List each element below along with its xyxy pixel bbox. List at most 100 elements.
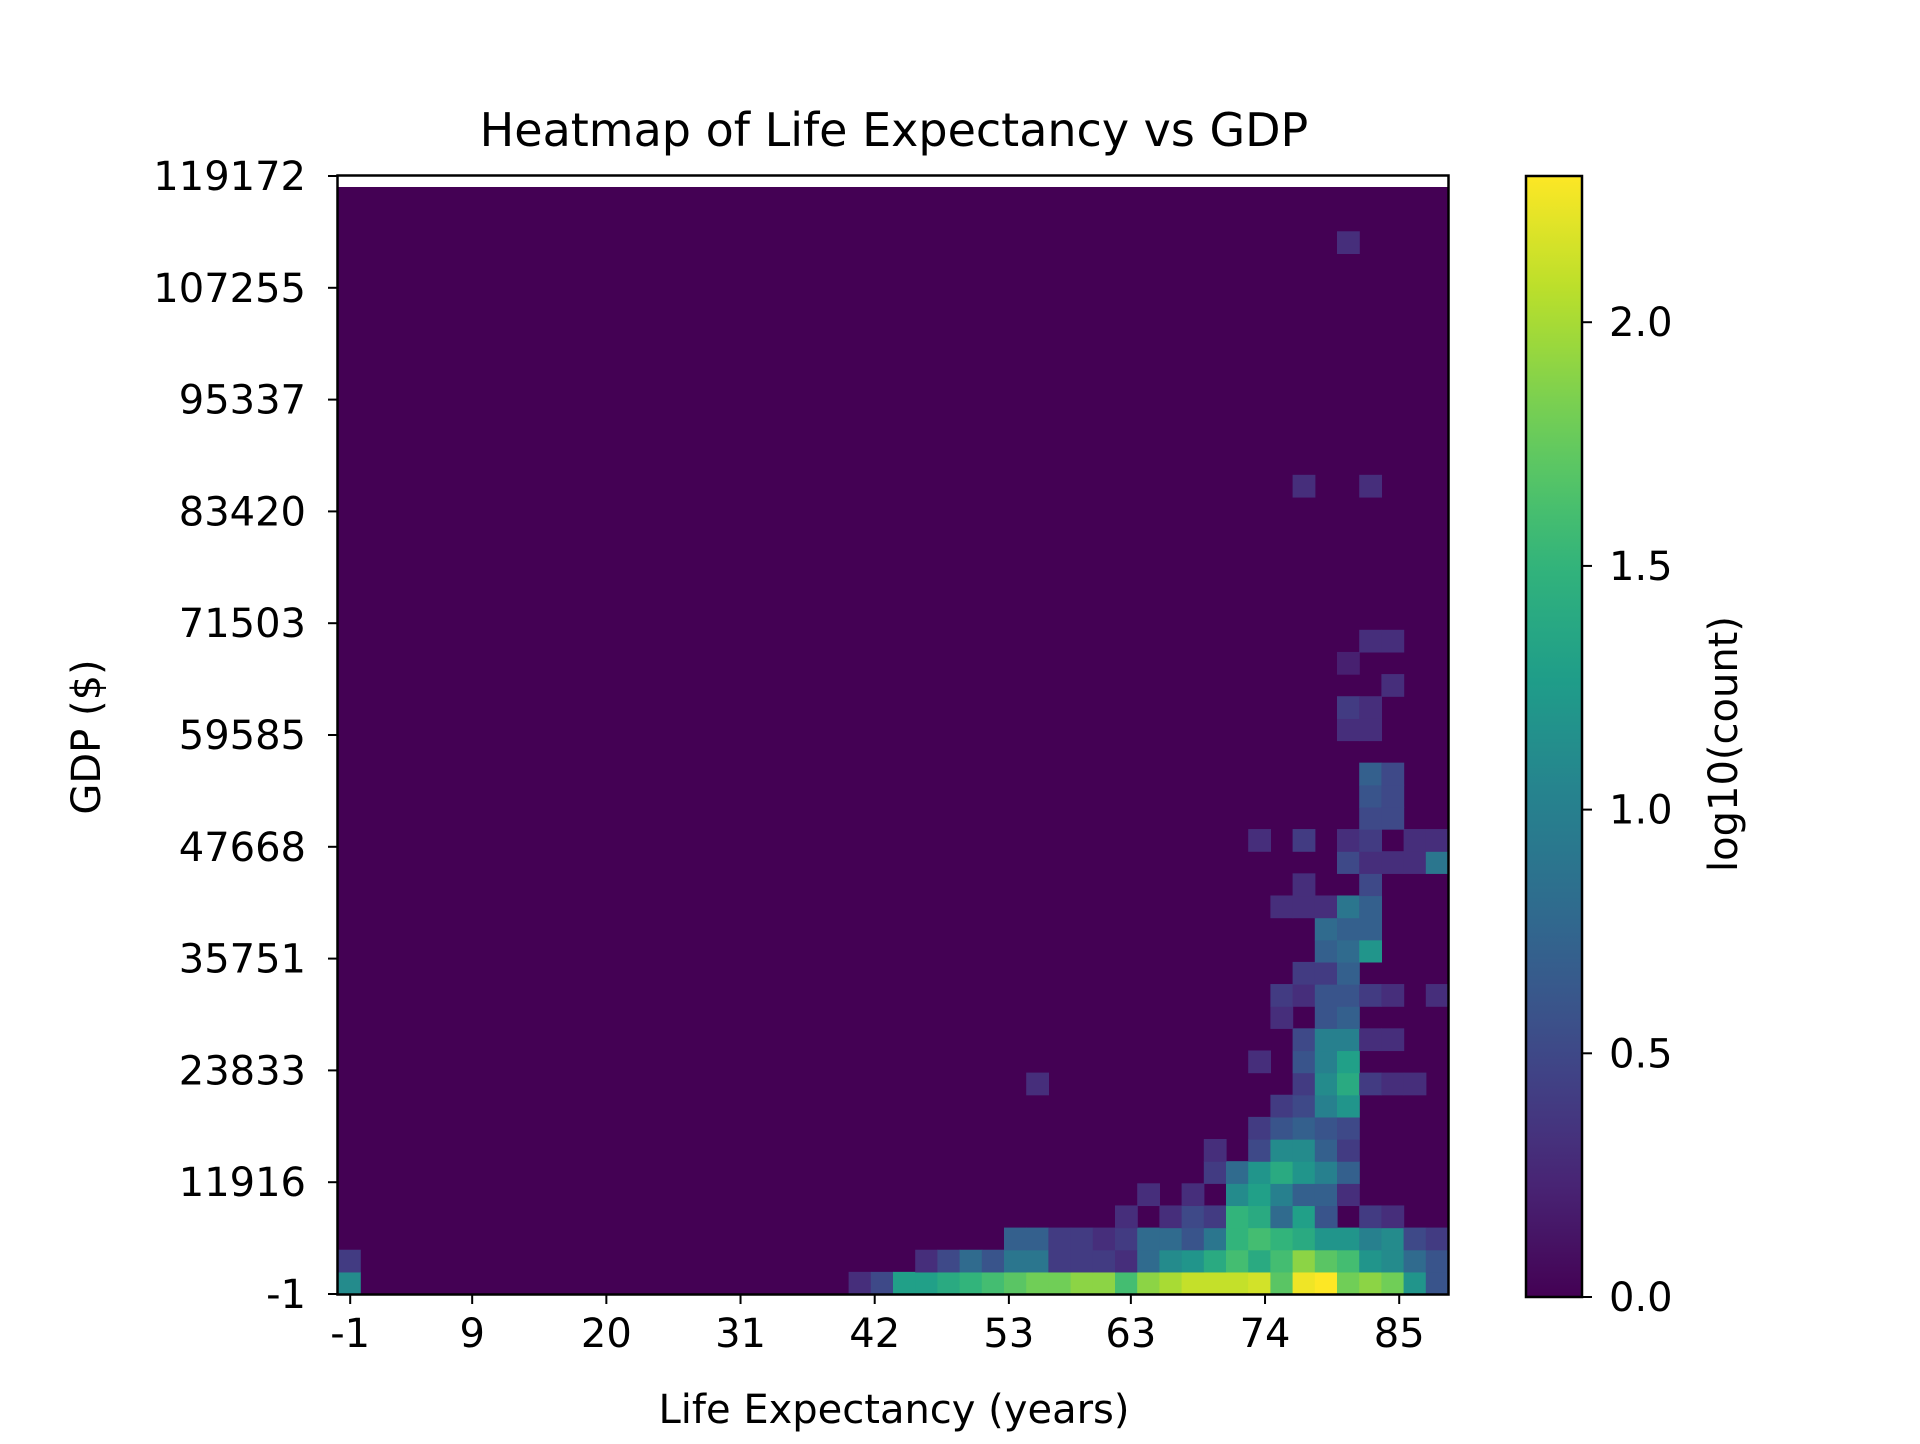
heatmap-cell xyxy=(1292,961,1316,985)
heatmap-cell xyxy=(1337,939,1360,963)
heatmap-cell xyxy=(1048,1249,1072,1273)
heatmap-cell xyxy=(1203,1227,1227,1251)
heatmap-cell xyxy=(338,1271,361,1295)
heatmap-cell xyxy=(937,1249,961,1273)
heatmap-cell xyxy=(937,1271,961,1295)
y-tick-label: 11916 xyxy=(179,1160,306,1206)
heatmap-cell xyxy=(1292,1094,1316,1118)
heatmap-cell xyxy=(1337,1028,1360,1052)
heatmap-cell xyxy=(1270,1271,1294,1295)
heatmap-cell xyxy=(1270,1205,1294,1229)
heatmap-cell xyxy=(1337,1072,1360,1096)
heatmap-cell xyxy=(1226,1205,1249,1229)
heatmap-cell xyxy=(1359,939,1382,963)
heatmap-cell xyxy=(1337,1050,1360,1074)
x-tick-label: -1 xyxy=(330,1311,370,1357)
heatmap-cell xyxy=(1048,1271,1072,1295)
heatmap-cell xyxy=(1337,1249,1360,1273)
heatmap-cell xyxy=(1226,1183,1249,1207)
heatmap-cell xyxy=(1292,1227,1316,1251)
heatmap-cell xyxy=(1403,1249,1427,1273)
heatmap-cell xyxy=(1314,1139,1338,1162)
heatmap-cell xyxy=(1337,231,1360,255)
heatmap-cell xyxy=(1004,1249,1027,1273)
heatmap-cell xyxy=(1337,851,1360,874)
heatmap-cell xyxy=(1359,1205,1382,1229)
heatmap-cell xyxy=(848,1271,872,1295)
x-axis-label: Life Expectancy (years) xyxy=(659,1387,1130,1433)
heatmap-cell xyxy=(1359,829,1382,852)
heatmap-cell xyxy=(1181,1205,1205,1229)
heatmap-cell xyxy=(1181,1183,1205,1207)
x-tick-label: 53 xyxy=(983,1311,1034,1357)
heatmap-cell xyxy=(1337,984,1360,1007)
heatmap-cell xyxy=(1359,1072,1382,1096)
heatmap-cell xyxy=(1070,1271,1094,1295)
heatmap-cell xyxy=(1270,1094,1294,1118)
heatmap-cell xyxy=(1381,1028,1405,1052)
heatmap-cell xyxy=(1292,1139,1316,1162)
heatmap-cell xyxy=(1292,1161,1316,1184)
heatmap-cell xyxy=(1248,1271,1271,1295)
heatmap-cell xyxy=(1314,1227,1338,1251)
y-axis-ticks: 119172 107255 95337 83420 71503 59585 47668 357… xyxy=(153,154,338,1318)
heatmap-cell xyxy=(1337,1006,1360,1029)
x-tick-label: 9 xyxy=(459,1311,484,1357)
x-tick-label: 20 xyxy=(581,1311,632,1357)
colorbar-tick-label: 1.0 xyxy=(1609,788,1673,834)
heatmap-cell xyxy=(1181,1271,1205,1295)
heatmap-cell xyxy=(1337,718,1360,742)
heatmap-cell xyxy=(1270,1249,1294,1273)
heatmap-cell xyxy=(1115,1205,1138,1229)
y-axis-label: GDP ($) xyxy=(64,659,110,814)
heatmap-cell xyxy=(1425,851,1449,874)
x-tick-label: 31 xyxy=(715,1311,766,1357)
heatmap-cell xyxy=(1292,1183,1316,1207)
heatmap-cell xyxy=(1115,1271,1138,1295)
heatmap-cell xyxy=(1248,1183,1271,1207)
heatmap-cell xyxy=(1314,895,1338,919)
heatmap-cell xyxy=(1337,1161,1360,1184)
heatmap-cell xyxy=(1337,961,1360,985)
heatmap-cell xyxy=(1026,1072,1049,1096)
heatmap-cell xyxy=(1337,829,1360,852)
heatmap-cells xyxy=(338,186,1449,1295)
heatmap-cell xyxy=(1403,1072,1427,1096)
heatmap-cell xyxy=(1381,1205,1405,1229)
x-tick-label: 63 xyxy=(1105,1311,1156,1357)
heatmap-cell xyxy=(1248,1205,1271,1229)
heatmap-cell xyxy=(1314,1006,1338,1029)
heatmap-cell xyxy=(1425,1249,1449,1273)
heatmap-cell xyxy=(1137,1227,1160,1251)
heatmap-cell xyxy=(1203,1205,1227,1229)
heatmap-cell xyxy=(1314,917,1338,941)
heatmap-cell xyxy=(1314,1050,1338,1074)
heatmap-cell xyxy=(1115,1227,1138,1251)
heatmap-cell xyxy=(1425,1227,1449,1251)
heatmap-cell xyxy=(981,1271,1005,1295)
x-tick-label: 85 xyxy=(1374,1311,1425,1357)
heatmap-cell xyxy=(1381,674,1405,697)
heatmap-cell xyxy=(893,1271,916,1295)
heatmap-cell xyxy=(1359,917,1382,941)
heatmap-cell xyxy=(1403,829,1427,852)
heatmap-cell xyxy=(1248,829,1271,852)
colorbar-tick-label: 0.5 xyxy=(1609,1031,1673,1077)
colorbar-label: log10(count) xyxy=(1701,616,1747,872)
chart-title: Heatmap of Life Expectancy vs GDP xyxy=(480,103,1309,157)
colorbar-tick-label: 0.0 xyxy=(1609,1275,1673,1321)
heatmap-cell xyxy=(1314,961,1338,985)
heatmap-cell xyxy=(1292,829,1316,852)
heatmap-cell xyxy=(1292,873,1316,897)
heatmap-cell xyxy=(1381,629,1405,653)
colorbar-gradient xyxy=(1524,174,1584,1299)
heatmap-cell xyxy=(1292,1072,1316,1096)
heatmap-cell xyxy=(1314,1183,1338,1207)
heatmap-cell xyxy=(1359,629,1382,653)
y-tick-label: 23833 xyxy=(179,1048,306,1094)
heatmap-cell xyxy=(1292,984,1316,1007)
heatmap-cell xyxy=(1359,873,1382,897)
heatmap-cell xyxy=(1359,762,1382,786)
heatmap-cell xyxy=(1159,1227,1183,1251)
